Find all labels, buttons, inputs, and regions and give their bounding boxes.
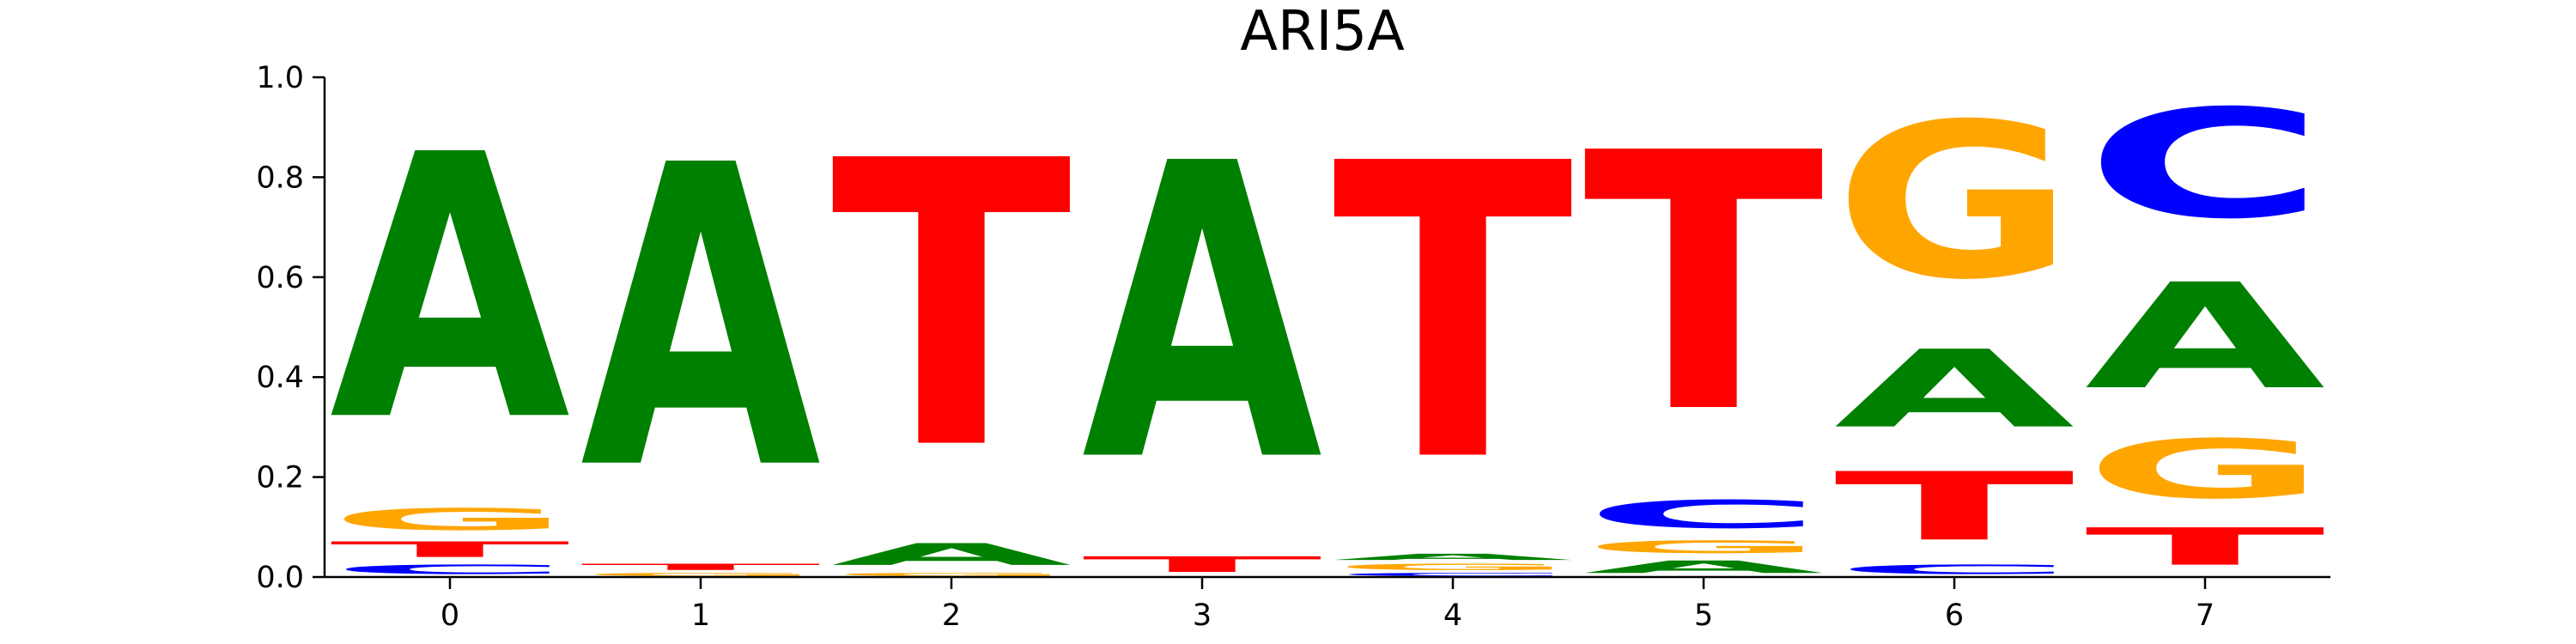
x-tick-label: 4 [1443, 598, 1462, 633]
y-tick-label: 1.0 [256, 61, 304, 95]
y-tick-label: 0.2 [256, 461, 304, 495]
x-axis: 0 1 2 3 4 5 6 7 [325, 575, 2330, 633]
y-tick-label: 0.4 [256, 361, 304, 395]
x-tick-label: 5 [1694, 598, 1713, 633]
logo-letter-G-pos1: G [580, 572, 821, 577]
logo-letter-T-pos7: T [2085, 517, 2327, 577]
logo-letter-T-pos2: T [831, 77, 1073, 536]
logo-letter-G-pos2: G [831, 572, 1072, 577]
logo-letter-A-pos5: A [1583, 557, 1826, 577]
logo-letter-C-pos7: C [2085, 77, 2325, 252]
logo-letter-T-pos3: T [1082, 552, 1325, 577]
logo-letter-A-pos4: A [1333, 552, 1576, 562]
logo-letter-C-pos5: C [1583, 492, 1824, 537]
x-tick-label: 3 [1193, 598, 1212, 633]
y-tick-label: 0.0 [256, 561, 304, 595]
x-tick-label: 6 [1945, 598, 1964, 633]
logo-letter-T-pos5: T [1583, 79, 1826, 491]
logo-letter-A-pos6: A [1834, 327, 2077, 452]
logo-letter-A-pos1: A [580, 78, 823, 561]
logo-letter-G-pos4: G [1333, 562, 1573, 573]
x-tick-label: 0 [440, 598, 459, 633]
chart-title: ARI5A [1240, 0, 1405, 64]
y-axis: 0.0 0.2 0.4 0.6 0.8 1.0 [256, 61, 326, 595]
logo-letter-C-pos0: C [330, 562, 570, 577]
logo-letter-G-pos6: G [1834, 79, 2075, 327]
y-tick-label: 0.6 [256, 261, 304, 295]
logo-letter-C-pos4: C [1333, 572, 1573, 577]
x-tick-label: 1 [691, 598, 710, 633]
logo-letter-T-pos4: T [1333, 79, 1576, 551]
logo-letter-A-pos3: A [1082, 79, 1325, 551]
logo-letter-T-pos0: T [330, 538, 573, 562]
logo-letter-A-pos0: A [330, 78, 573, 501]
logo-letter-G-pos0: G [330, 502, 570, 537]
logo-letter-A-pos2: A [831, 537, 1074, 572]
x-tick-label: 7 [2196, 598, 2215, 633]
logo-letter-C-pos6: C [1834, 562, 2075, 577]
logo-letter-G-pos5: G [1583, 538, 1824, 557]
logo-letter-A-pos7: A [2085, 252, 2328, 422]
x-tick-label: 2 [942, 598, 961, 633]
logo-letter-T-pos1: T [580, 562, 823, 573]
y-tick-label: 0.8 [256, 161, 304, 195]
logo-letter-T-pos6: T [1834, 453, 2076, 562]
logo-letter-G-pos7: G [2085, 422, 2325, 517]
